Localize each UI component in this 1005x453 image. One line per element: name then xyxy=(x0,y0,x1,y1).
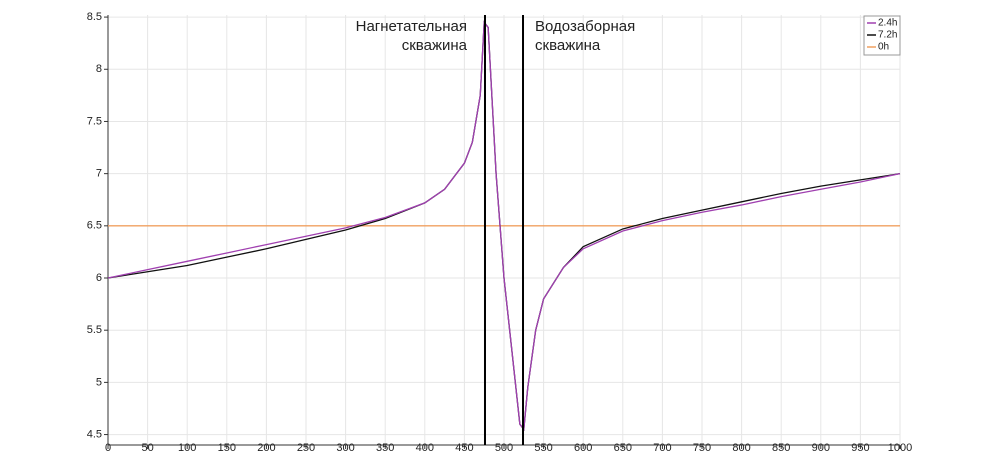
y-tick-label: 6.5 xyxy=(87,220,102,232)
y-tick-label: 8.5 xyxy=(87,11,102,23)
y-tick-label: 4.5 xyxy=(87,428,102,440)
x-tick-label: 100 xyxy=(178,442,196,453)
x-tick-label: 800 xyxy=(732,442,750,453)
x-tick-label: 650 xyxy=(614,442,632,453)
well-label: Водозаборная xyxy=(535,18,635,35)
x-tick-label: 0 xyxy=(105,442,111,453)
legend-label: 2.4h xyxy=(878,18,897,29)
x-tick-label: 600 xyxy=(574,442,592,453)
well-label: скважина xyxy=(402,37,468,54)
x-tick-label: 50 xyxy=(141,442,153,453)
x-tick-label: 500 xyxy=(495,442,513,453)
x-tick-label: 400 xyxy=(416,442,434,453)
x-tick-label: 300 xyxy=(336,442,354,453)
x-tick-label: 950 xyxy=(851,442,869,453)
well-label: Нагнетательная xyxy=(356,18,467,35)
y-tick-label: 8 xyxy=(96,63,102,75)
x-tick-label: 850 xyxy=(772,442,790,453)
x-tick-label: 900 xyxy=(812,442,830,453)
y-tick-label: 7.5 xyxy=(87,115,102,127)
series-line xyxy=(107,20,901,432)
x-tick-label: 200 xyxy=(257,442,275,453)
x-tick-label: 700 xyxy=(653,442,671,453)
legend-label: 7.2h xyxy=(878,30,897,41)
legend-label: 0h xyxy=(878,42,889,53)
x-tick-label: 450 xyxy=(455,442,473,453)
well-label: скважина xyxy=(535,37,601,54)
y-tick-label: 7 xyxy=(96,168,102,180)
y-tick-label: 6 xyxy=(96,272,102,284)
x-tick-label: 350 xyxy=(376,442,394,453)
y-tick-label: 5 xyxy=(96,376,102,388)
x-tick-label: 750 xyxy=(693,442,711,453)
y-tick-label: 5.5 xyxy=(87,324,102,336)
x-tick-label: 150 xyxy=(218,442,236,453)
x-tick-label: 1000 xyxy=(888,442,912,453)
x-tick-label: 550 xyxy=(534,442,552,453)
x-tick-label: 250 xyxy=(297,442,315,453)
